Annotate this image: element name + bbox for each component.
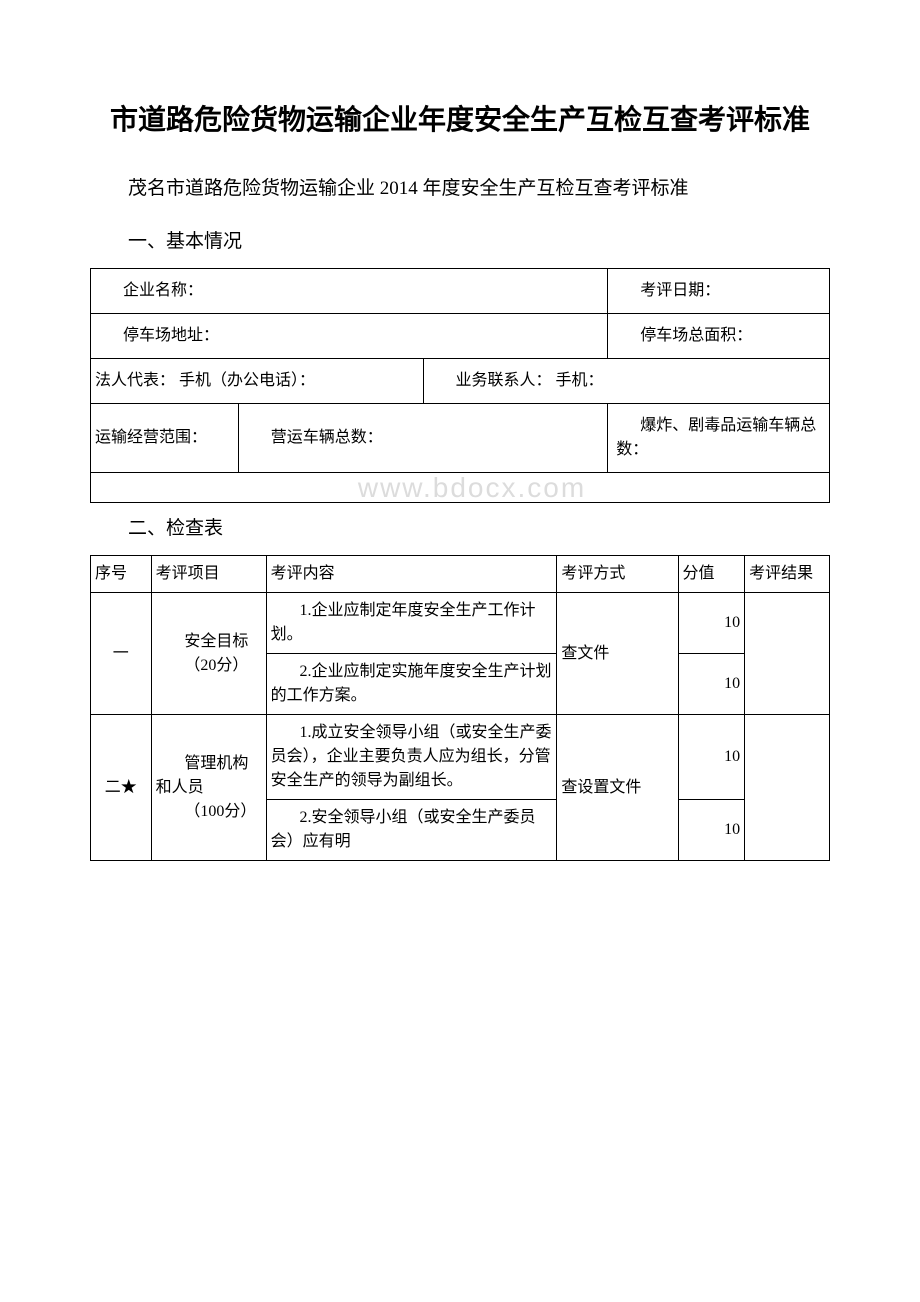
header-seq: 序号 xyxy=(91,556,152,593)
item-cell: 管理机构和人员 （100分） xyxy=(151,715,266,861)
basic-info-table: 企业名称： 考评日期： 停车场地址： 停车场总面积： 法人代表： 手机（办公电话… xyxy=(90,268,830,503)
item-label: 安全目标 xyxy=(156,630,262,654)
content-cell: 1.企业应制定年度安全生产工作计划。 xyxy=(266,593,557,654)
vehicle-total-cell: 营运车辆总数： xyxy=(238,404,608,473)
result-cell xyxy=(745,593,830,715)
contact-cell: 业务联系人： 手机： xyxy=(423,359,829,404)
table-row: 企业名称： 考评日期： xyxy=(91,269,830,314)
content-cell: 2.安全领导小组（或安全生产委员会）应有明 xyxy=(266,800,557,861)
document-subtitle: 茂名市道路危险货物运输企业 2014 年度安全生产互检互查考评标准 xyxy=(90,172,830,206)
section2-heading: 二、检查表 xyxy=(90,513,830,540)
document-title: 市道路危险货物运输企业年度安全生产互检互查考评标准 xyxy=(90,100,830,142)
table-row: 二★ 管理机构和人员 （100分） 1.成立安全领导小组（或安全生产委员会），企… xyxy=(91,715,830,800)
parking-area-cell: 停车场总面积： xyxy=(608,314,830,359)
content-cell: 2.企业应制定实施年度安全生产计划的工作方案。 xyxy=(266,654,557,715)
seq-cell: 一 xyxy=(91,593,152,715)
content-cell: 1.成立安全领导小组（或安全生产委员会），企业主要负责人应为组长，分管安全生产的… xyxy=(266,715,557,800)
table-row: 一 安全目标 （20分） 1.企业应制定年度安全生产工作计划。 查文件 10 xyxy=(91,593,830,654)
item-label: 管理机构和人员 xyxy=(156,752,262,800)
header-method: 考评方式 xyxy=(557,556,678,593)
transport-scope-cell: 运输经营范围： xyxy=(91,404,239,473)
method-cell: 查文件 xyxy=(557,593,678,715)
score-cell: 10 xyxy=(678,800,745,861)
company-name-cell: 企业名称： xyxy=(91,269,608,314)
item-score-label: （20分） xyxy=(156,654,262,678)
legal-rep-cell: 法人代表： 手机（办公电话）： xyxy=(91,359,424,404)
item-cell: 安全目标 （20分） xyxy=(151,593,266,715)
section1-heading: 一、基本情况 xyxy=(90,226,830,253)
header-content: 考评内容 xyxy=(266,556,557,593)
score-cell: 10 xyxy=(678,593,745,654)
watermark-row: www.bdocx.com xyxy=(91,473,830,503)
method-cell: 查设置文件 xyxy=(557,715,678,861)
header-result: 考评结果 xyxy=(745,556,830,593)
item-score-label: （100分） xyxy=(156,800,262,824)
header-score: 分值 xyxy=(678,556,745,593)
table-row: 法人代表： 手机（办公电话）： 业务联系人： 手机： xyxy=(91,359,830,404)
hazmat-vehicle-cell: 爆炸、剧毒品运输车辆总数： xyxy=(608,404,830,473)
table-header-row: 序号 考评项目 考评内容 考评方式 分值 考评结果 xyxy=(91,556,830,593)
table-row: 停车场地址： 停车场总面积： xyxy=(91,314,830,359)
table-row: 运输经营范围： 营运车辆总数： 爆炸、剧毒品运输车辆总数： xyxy=(91,404,830,473)
parking-address-cell: 停车场地址： xyxy=(91,314,608,359)
header-item: 考评项目 xyxy=(151,556,266,593)
watermark-text: www.bdocx.com xyxy=(334,467,586,509)
checklist-table: 序号 考评项目 考评内容 考评方式 分值 考评结果 一 安全目标 （20分） 1… xyxy=(90,555,830,861)
result-cell xyxy=(745,715,830,861)
seq-cell: 二★ xyxy=(91,715,152,861)
score-cell: 10 xyxy=(678,654,745,715)
eval-date-cell: 考评日期： xyxy=(608,269,830,314)
score-cell: 10 xyxy=(678,715,745,800)
